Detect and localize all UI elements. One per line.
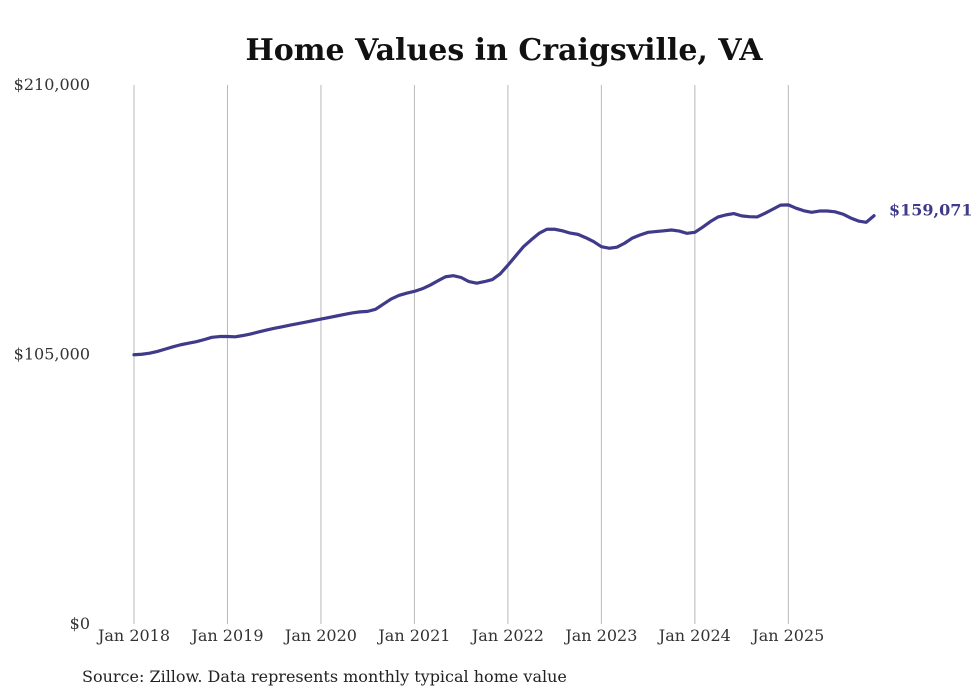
series-line-home-value: [132, 203, 876, 357]
x-tick-label: Jan 2020: [283, 626, 357, 645]
x-tick-label: Jan 2024: [657, 626, 731, 645]
x-tick-label: Jan 2019: [189, 626, 263, 645]
x-tick-label: Jan 2022: [470, 626, 544, 645]
x-tick-labels: Jan 2018 Jan 2019 Jan 2020 Jan 2021 Jan 2022…: [96, 626, 824, 645]
x-tick-label: Jan 2021: [376, 626, 450, 645]
x-tick-label: Jan 2018: [96, 626, 170, 645]
y-tick-label: $210,000: [14, 75, 90, 94]
x-tick-label: Jan 2023: [563, 626, 637, 645]
end-value-label: $159,071: [889, 201, 973, 220]
x-tick-label: Jan 2025: [750, 626, 824, 645]
y-tick-label: $105,000: [14, 345, 90, 364]
x-gridlines: [133, 85, 789, 624]
chart-title: Home Values in Craigsville, VA: [245, 33, 763, 68]
source-note: Source: Zillow. Data represents monthly …: [82, 667, 567, 686]
y-tick-label: $0: [70, 614, 90, 633]
y-tick-labels: $0 $105,000 $210,000: [14, 75, 90, 633]
